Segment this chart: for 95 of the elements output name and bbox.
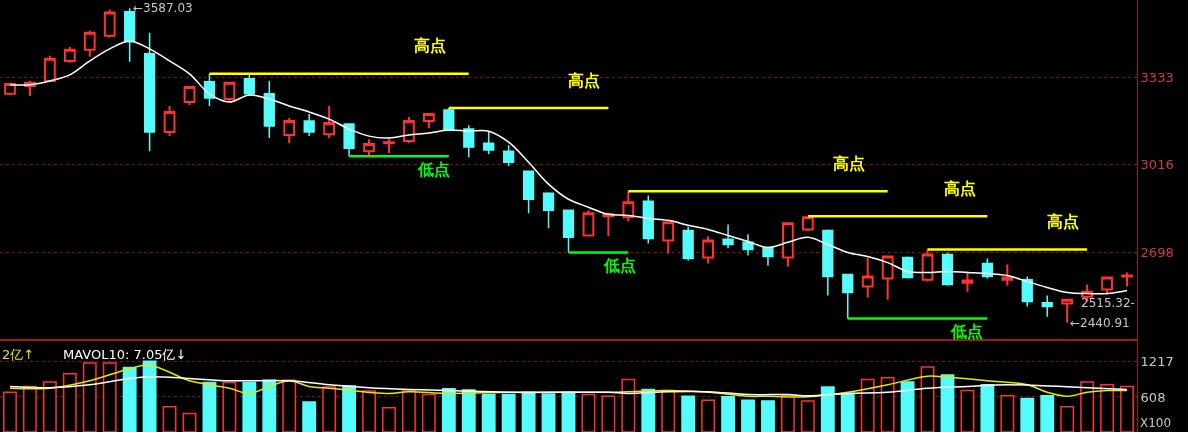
y-tick-label: 3016 [1140,157,1174,173]
candlestick [303,113,315,137]
candlestick [483,131,495,155]
bar [122,366,137,432]
candlestick [822,228,834,297]
series-label: 高点 [833,154,865,173]
bar [721,396,736,432]
bar [741,399,755,432]
annotation: ←3587.03 [133,1,193,15]
series-label: 高点 [944,179,976,198]
series-label: 高点 [1047,212,1079,231]
candlestick [762,246,774,267]
bar [840,392,855,432]
candlestick [702,235,715,265]
bar [1040,394,1055,432]
candlestick [363,138,375,158]
candlestick [243,74,255,97]
candlestick [43,54,56,82]
bar [441,388,456,432]
candlestick [842,273,854,320]
candlestick [343,123,355,157]
candlestick [463,124,475,158]
candlestick [562,209,575,254]
candlestick [622,190,635,223]
candlestick [1121,271,1133,288]
candlestick [602,211,615,238]
candlestick [1101,275,1113,296]
candlestick [223,80,236,102]
candlestick [722,223,734,250]
candlestick [503,144,515,168]
bar [1020,397,1035,432]
series-label: 低点 [603,256,636,275]
candlestick [662,220,675,255]
bar [761,400,775,432]
bar [681,395,696,432]
candlestick [1041,294,1053,318]
candlestick [263,80,275,139]
annotation: MAVOL10: 7.05亿↓ [63,347,187,362]
candlestick [782,222,794,268]
bar [900,381,915,432]
candlestick [443,107,455,131]
series-label: 低点 [417,160,450,179]
y-tick-label: 608 [1140,389,1166,405]
candlestick [103,8,116,39]
bar [541,393,556,432]
bar [940,374,955,432]
candlestick [283,117,296,145]
line-series [9,375,1128,397]
candlestick [921,248,934,283]
candlestick [403,115,415,145]
candlestick [83,29,96,58]
y-tick-label: 1217 [1140,354,1174,370]
y-tick-label: 3333 [1140,70,1174,86]
candlestick [183,84,196,107]
bar [820,386,835,432]
annotation: 2515.32- [1081,296,1135,310]
bar [342,385,357,432]
candlestick [582,209,595,238]
text: X100 [1140,416,1172,430]
candlestick [163,104,176,138]
bar [501,393,516,432]
series-label: 高点 [568,71,600,90]
candlestick [861,256,874,299]
candlestick [742,233,754,257]
annotation: ←2440.91 [1070,316,1130,330]
bar [262,379,277,432]
candlestick [542,191,555,230]
bar [242,381,257,432]
series-label: 高点 [414,36,446,55]
bar [641,388,656,432]
candlestick [323,104,336,140]
candlestick [383,138,395,155]
line-series [9,364,1128,398]
candlestick [1001,263,1014,287]
candlestick [801,215,814,233]
candlestick [941,251,954,287]
candlestick [422,112,435,130]
annotation: 2亿↑ [2,347,35,362]
bar [561,391,576,432]
candlestick [682,225,694,262]
bar [481,393,496,432]
y-tick-label: 2698 [1140,244,1174,260]
series-label: 低点 [950,322,983,341]
bar [202,381,217,432]
candlestick [961,270,974,293]
bar [980,384,995,432]
candlestick [881,254,894,301]
bar [142,360,157,432]
candlestick [143,31,156,152]
bar [461,389,476,432]
candlestick [522,170,535,214]
candlestick [642,194,654,245]
bar [302,401,317,432]
candlestick [63,45,76,64]
bar [521,391,536,432]
